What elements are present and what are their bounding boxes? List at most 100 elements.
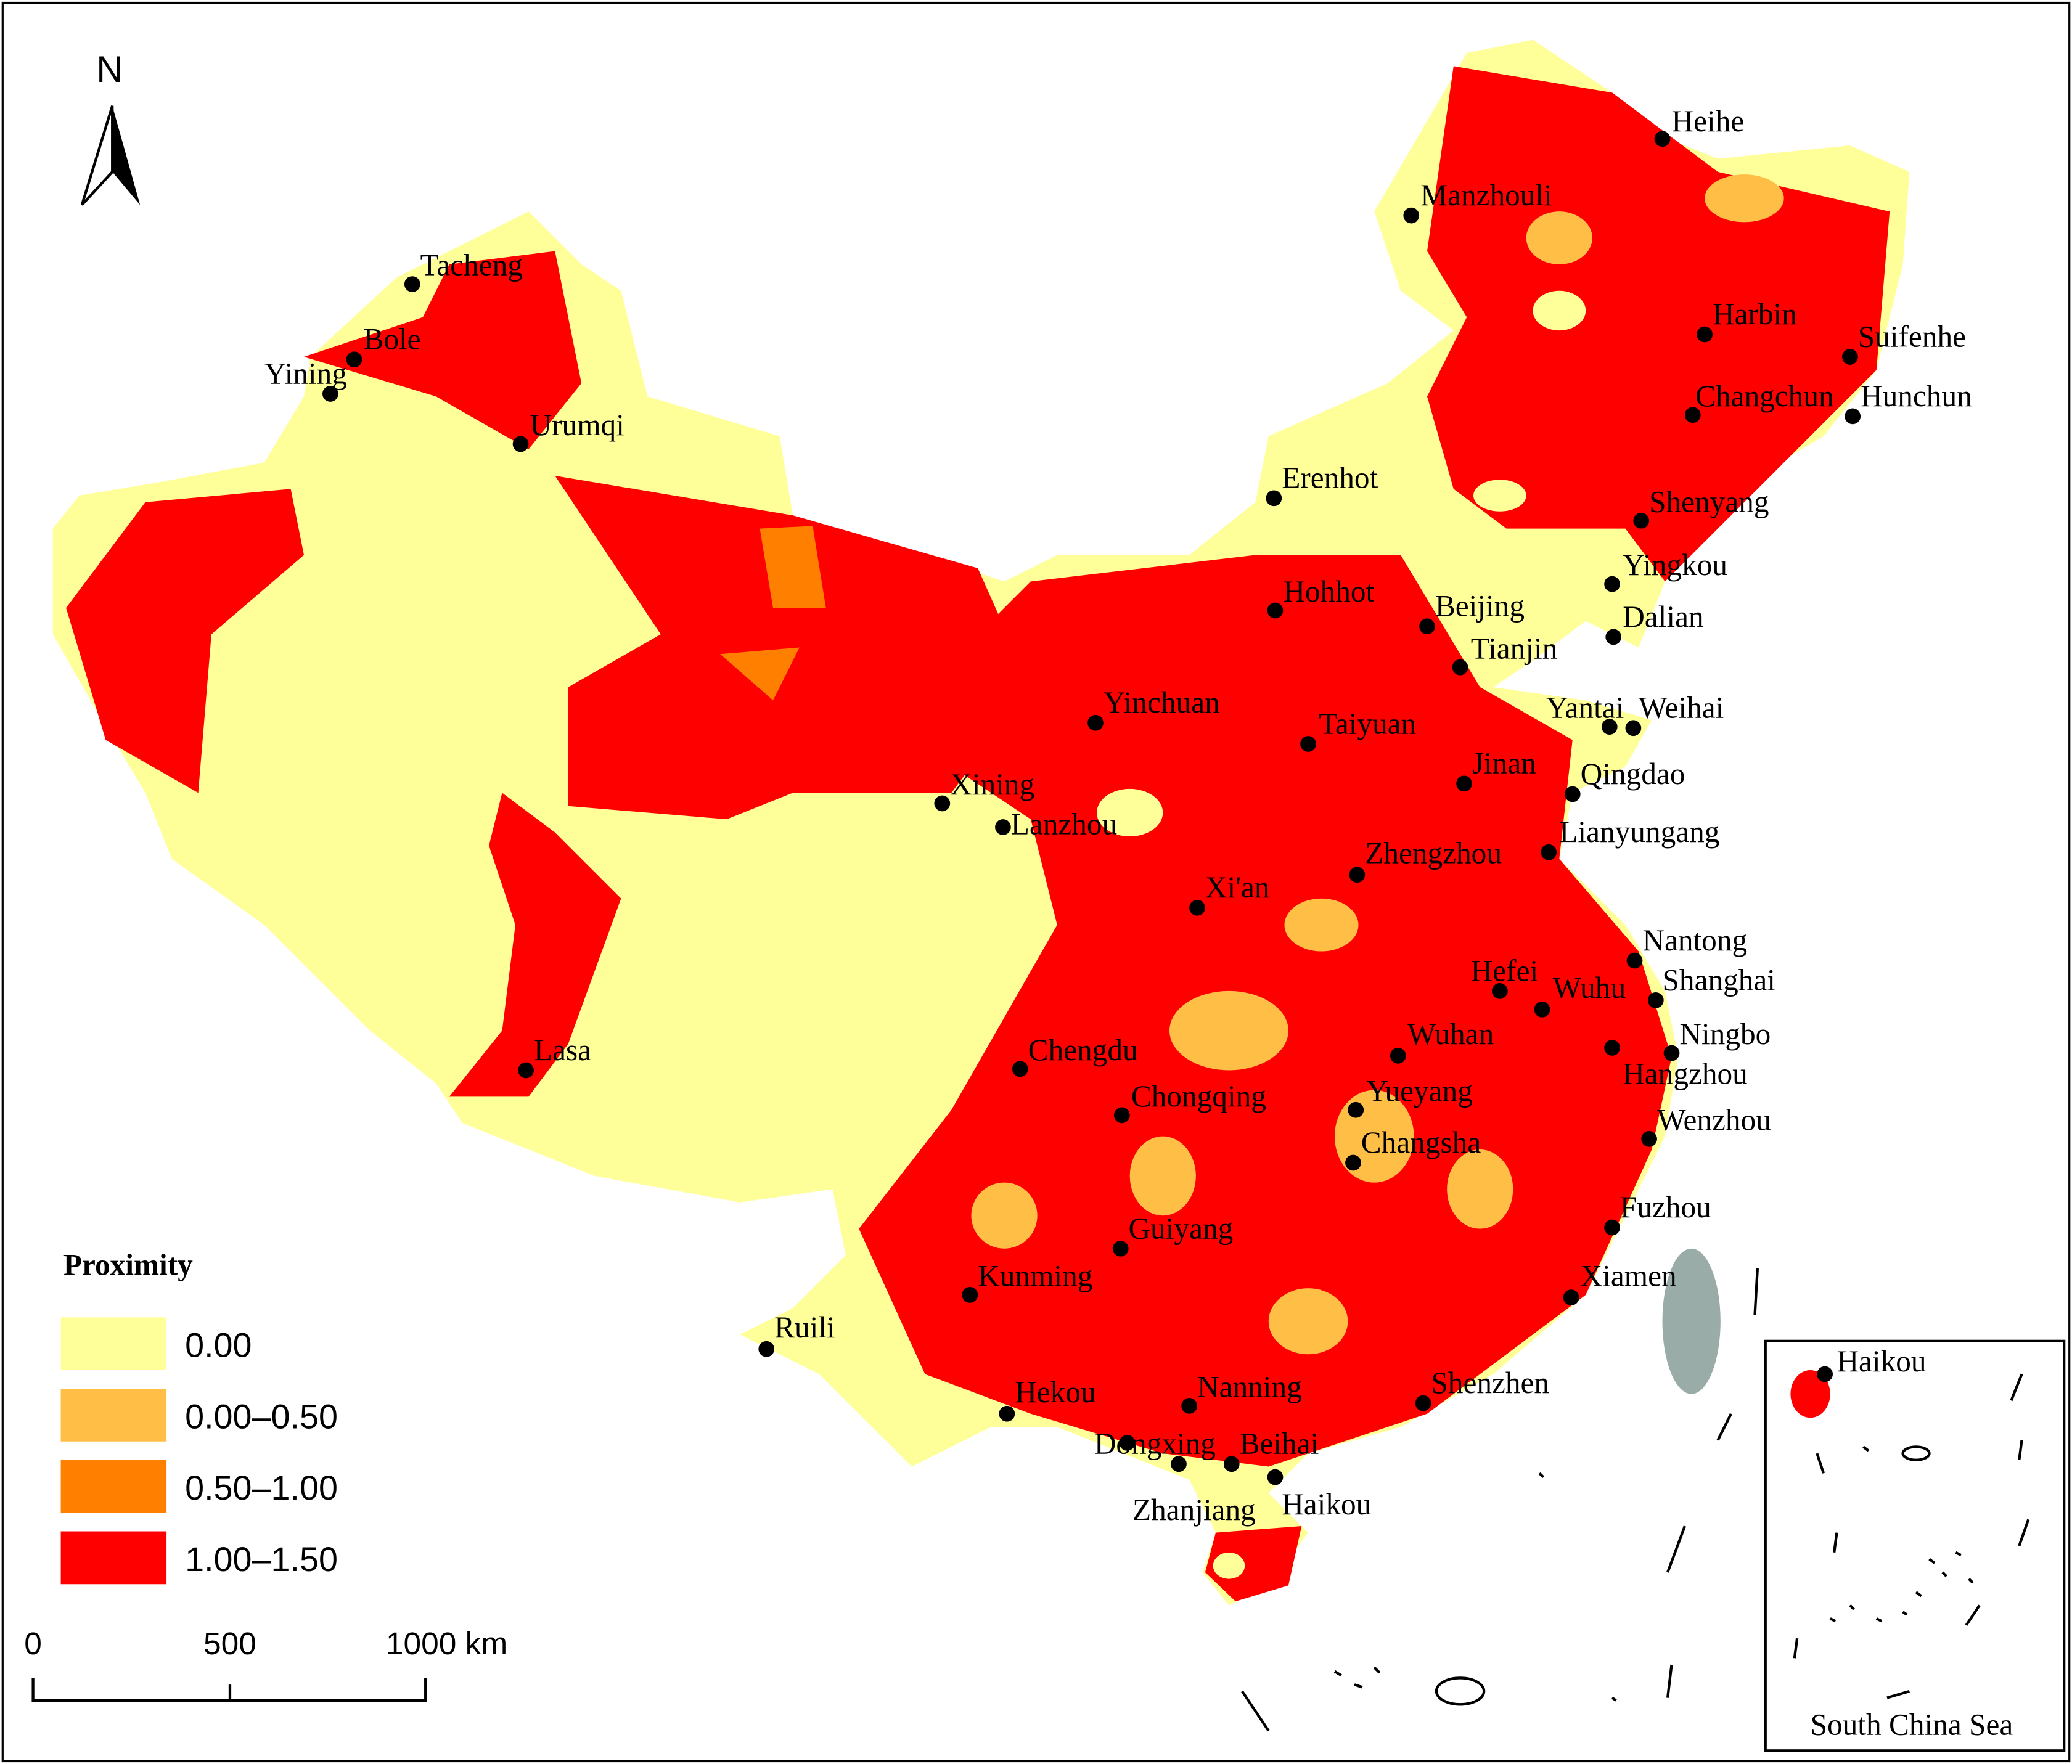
city-label: Nantong <box>1642 923 1747 957</box>
city-dot <box>1817 1366 1833 1382</box>
city-label: Dalian <box>1623 600 1703 634</box>
city-dot <box>1534 1001 1550 1018</box>
city-label: Nanning <box>1197 1370 1302 1403</box>
region-light <box>1533 290 1586 331</box>
city-dot <box>1697 326 1713 343</box>
city-label: Xiamen <box>1581 1259 1677 1292</box>
city-label: Xi'an <box>1205 870 1270 904</box>
city-dot <box>518 1062 534 1079</box>
city-dot <box>1842 349 1858 365</box>
city-dot <box>1633 512 1650 529</box>
city-dot <box>1626 952 1643 969</box>
city-label: Manzhouli <box>1420 178 1552 212</box>
city-dot <box>1112 1240 1129 1257</box>
city-dot <box>1348 1101 1364 1118</box>
city-label: Changsha <box>1361 1125 1481 1159</box>
city-dot <box>1492 982 1508 999</box>
city-label: Beijing <box>1435 589 1525 623</box>
city-label: Jinan <box>1472 746 1536 780</box>
city-dot <box>1223 1456 1240 1472</box>
region-light <box>1284 898 1359 952</box>
legend-label: 0.00–0.50 <box>185 1397 338 1435</box>
city-label: Wuhu <box>1553 971 1626 1005</box>
city-label: Yining <box>264 356 347 390</box>
city-label: Lanzhou <box>1011 807 1117 841</box>
city-dot <box>1541 844 1557 860</box>
city-label: Dongxing <box>1094 1427 1216 1461</box>
legend-label: 0.50–1.00 <box>185 1469 338 1507</box>
city-dot <box>1266 490 1282 507</box>
inset-label: South China Sea <box>1811 1708 2013 1742</box>
city-dot <box>999 1405 1015 1422</box>
city-label: Erenhot <box>1282 461 1378 495</box>
city-label: Suifenhe <box>1858 319 1966 353</box>
city-dot <box>1181 1398 1198 1414</box>
city-label: Hangzhou <box>1623 1056 1748 1090</box>
city-dot <box>1345 1154 1361 1171</box>
legend-title: Proximity <box>63 1248 193 1282</box>
city-dot <box>934 795 951 812</box>
city-label: Lasa <box>534 1033 591 1067</box>
city-dot <box>1113 1107 1130 1124</box>
city-label: Urumqi <box>530 408 624 442</box>
city-dot <box>1605 629 1622 645</box>
city-dot <box>1601 719 1618 735</box>
city-dot <box>1625 720 1642 737</box>
region-light <box>1129 1136 1196 1216</box>
region-light <box>1705 174 1784 223</box>
city-label: Bole <box>363 322 420 356</box>
region-light <box>1526 211 1592 264</box>
legend-swatch <box>60 1531 167 1585</box>
legend-swatch <box>60 1317 167 1371</box>
north-label: N <box>96 49 123 90</box>
city-label: Shanghai <box>1663 963 1775 997</box>
inset-islands <box>1793 1373 2030 1699</box>
city-dot <box>1604 576 1620 592</box>
city-label: Yingkou <box>1623 548 1727 582</box>
city-dot <box>962 1286 978 1303</box>
legend-label: 0.00 <box>185 1326 252 1365</box>
city-label: Hekou <box>1015 1375 1095 1409</box>
region-far-west <box>66 489 305 793</box>
city-dot <box>512 436 529 452</box>
city-label: Chongqing <box>1131 1079 1266 1113</box>
city-label: Xining <box>950 767 1034 801</box>
region-light <box>1213 1552 1245 1579</box>
city-dot <box>1349 867 1366 883</box>
scale-label: 0 <box>24 1625 42 1661</box>
legend-swatch <box>60 1460 167 1513</box>
region-hainan <box>1205 1525 1302 1602</box>
city-dot <box>1390 1048 1406 1064</box>
city-dot <box>758 1341 775 1357</box>
city-label: Hunchun <box>1861 379 1972 413</box>
city-dot <box>1267 602 1284 619</box>
city-label: Zhengzhou <box>1365 836 1502 870</box>
city-label: Weihai <box>1639 691 1724 725</box>
city-label: Chengdu <box>1028 1033 1138 1067</box>
city-label: Yinchuan <box>1104 685 1220 719</box>
city-label: Ruili <box>774 1310 835 1344</box>
city-dot <box>1403 207 1420 224</box>
taiwan <box>1662 1248 1721 1394</box>
city-dot <box>1563 1289 1579 1305</box>
city-label: Fuzhou <box>1620 1190 1711 1224</box>
city-label: Guiyang <box>1129 1211 1234 1245</box>
city-label: Qingdao <box>1581 757 1685 791</box>
city-label: Shenyang <box>1649 484 1769 518</box>
inset-city-label: Haikou <box>1837 1344 1926 1378</box>
cities: Heihe Manzhouli Tacheng Bole Yining Urumqi Har… <box>264 104 1972 1527</box>
city-label: Taiyuan <box>1319 706 1416 740</box>
city-label: Wuhan <box>1407 1017 1494 1051</box>
city-dot <box>1654 131 1671 147</box>
city-dot <box>1604 1040 1620 1056</box>
region-light <box>1268 1288 1348 1355</box>
city-dot <box>1647 992 1664 1008</box>
city-dot <box>1415 1395 1431 1411</box>
region-light <box>971 1182 1038 1249</box>
city-dot <box>1604 1219 1620 1236</box>
city-dot <box>1119 1435 1136 1451</box>
city-dot <box>404 276 420 292</box>
city-label: Beihai <box>1240 1427 1319 1461</box>
region-light <box>1169 990 1288 1071</box>
